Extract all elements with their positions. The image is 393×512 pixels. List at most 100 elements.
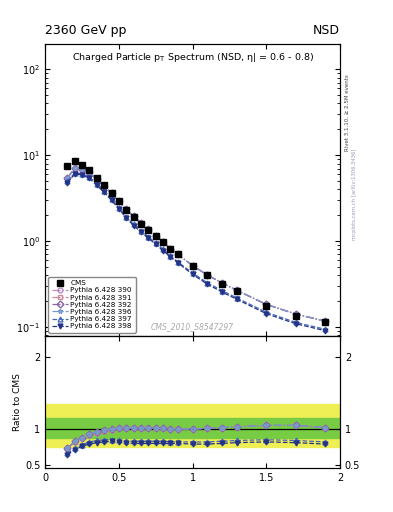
Pythia 6.428 390 xyxy=(293,311,298,317)
Pythia 6.428 391 xyxy=(80,166,84,173)
Text: Charged Particle $\mathregular{p_T}$ Spectrum (NSD, $\mathregular{\eta}$| = 0.6 : Charged Particle $\mathregular{p_T}$ Spe… xyxy=(72,51,314,64)
Pythia 6.428 391 xyxy=(176,251,180,258)
Pythia 6.428 396 xyxy=(116,198,121,204)
CMS xyxy=(94,175,99,181)
Pythia 6.428 391 xyxy=(146,226,151,232)
Pythia 6.428 398 xyxy=(102,189,107,196)
Pythia 6.428 398 xyxy=(116,206,121,212)
Pythia 6.428 392 xyxy=(205,272,210,278)
Pythia 6.428 397 xyxy=(264,309,269,315)
Pythia 6.428 392 xyxy=(220,280,224,286)
Pythia 6.428 396 xyxy=(323,318,328,324)
Pythia 6.428 392 xyxy=(323,318,328,324)
CMS xyxy=(139,221,143,227)
Pythia 6.428 398 xyxy=(264,311,269,317)
Pythia 6.428 398 xyxy=(161,247,165,253)
Pythia 6.428 398 xyxy=(139,229,143,235)
Pythia 6.428 392 xyxy=(139,220,143,226)
Text: CMS_2010_S8547297: CMS_2010_S8547297 xyxy=(151,322,234,331)
Pythia 6.428 398 xyxy=(94,182,99,188)
Text: NSD: NSD xyxy=(313,24,340,37)
Pythia 6.428 390 xyxy=(146,226,151,232)
Line: Pythia 6.428 391: Pythia 6.428 391 xyxy=(65,166,328,324)
Pythia 6.428 391 xyxy=(94,176,99,182)
Pythia 6.428 392 xyxy=(264,301,269,307)
Pythia 6.428 396 xyxy=(94,176,99,182)
Line: CMS: CMS xyxy=(64,158,328,325)
Pythia 6.428 391 xyxy=(293,311,298,317)
Pythia 6.428 391 xyxy=(323,318,328,324)
CMS xyxy=(293,313,298,319)
Pythia 6.428 396 xyxy=(109,190,114,197)
Pythia 6.428 390 xyxy=(190,263,195,269)
Pythia 6.428 392 xyxy=(234,287,239,293)
Pythia 6.428 397 xyxy=(161,246,165,252)
Pythia 6.428 397 xyxy=(65,178,70,184)
Pythia 6.428 398 xyxy=(109,197,114,203)
CMS xyxy=(161,239,165,245)
Pythia 6.428 391 xyxy=(153,232,158,239)
Legend: CMS, Pythia 6.428 390, Pythia 6.428 391, Pythia 6.428 392, Pythia 6.428 396, Pyt: CMS, Pythia 6.428 390, Pythia 6.428 391,… xyxy=(48,276,136,333)
Pythia 6.428 397 xyxy=(205,280,210,286)
Pythia 6.428 397 xyxy=(293,319,298,326)
Pythia 6.428 396 xyxy=(234,287,239,293)
Pythia 6.428 396 xyxy=(205,272,210,278)
Pythia 6.428 397 xyxy=(72,170,77,176)
CMS xyxy=(264,303,269,309)
Pythia 6.428 396 xyxy=(72,165,77,172)
Pythia 6.428 398 xyxy=(176,260,180,266)
Pythia 6.428 390 xyxy=(323,318,328,324)
Pythia 6.428 392 xyxy=(146,226,151,232)
CMS xyxy=(153,233,158,239)
CMS xyxy=(65,163,70,169)
Pythia 6.428 396 xyxy=(146,226,151,232)
Pythia 6.428 398 xyxy=(234,296,239,303)
Pythia 6.428 398 xyxy=(124,215,129,221)
Pythia 6.428 398 xyxy=(293,321,298,327)
CMS xyxy=(87,166,92,173)
Pythia 6.428 398 xyxy=(65,180,70,186)
Pythia 6.428 390 xyxy=(220,280,224,286)
Pythia 6.428 392 xyxy=(102,183,107,189)
Pythia 6.428 391 xyxy=(168,245,173,251)
Pythia 6.428 397 xyxy=(109,196,114,202)
Line: Pythia 6.428 398: Pythia 6.428 398 xyxy=(65,172,328,333)
Pythia 6.428 391 xyxy=(72,165,77,172)
Pythia 6.428 391 xyxy=(161,239,165,245)
Pythia 6.428 396 xyxy=(131,214,136,220)
Pythia 6.428 397 xyxy=(87,174,92,180)
CMS xyxy=(190,263,195,269)
Pythia 6.428 396 xyxy=(65,175,70,181)
Pythia 6.428 396 xyxy=(293,311,298,317)
Pythia 6.428 390 xyxy=(109,190,114,197)
Pythia 6.428 391 xyxy=(264,301,269,307)
Pythia 6.428 398 xyxy=(190,271,195,278)
Pythia 6.428 397 xyxy=(146,234,151,240)
Pythia 6.428 397 xyxy=(234,295,239,301)
Pythia 6.428 391 xyxy=(139,220,143,226)
Pythia 6.428 397 xyxy=(94,181,99,187)
Pythia 6.428 391 xyxy=(65,175,70,181)
Y-axis label: Ratio to CMS: Ratio to CMS xyxy=(13,373,22,431)
Pythia 6.428 397 xyxy=(139,227,143,233)
Pythia 6.428 390 xyxy=(153,232,158,239)
Pythia 6.428 390 xyxy=(124,206,129,212)
CMS xyxy=(72,158,77,164)
Pythia 6.428 390 xyxy=(264,301,269,307)
Pythia 6.428 391 xyxy=(116,198,121,204)
CMS xyxy=(234,288,239,294)
Pythia 6.428 392 xyxy=(80,166,84,173)
Pythia 6.428 392 xyxy=(124,206,129,212)
Pythia 6.428 398 xyxy=(153,241,158,247)
Bar xyxy=(45,418,340,438)
Pythia 6.428 392 xyxy=(109,190,114,197)
Pythia 6.428 392 xyxy=(168,245,173,251)
CMS xyxy=(205,272,210,279)
Pythia 6.428 392 xyxy=(190,263,195,269)
CMS xyxy=(220,281,224,287)
Pythia 6.428 397 xyxy=(153,240,158,246)
Pythia 6.428 392 xyxy=(161,239,165,245)
Pythia 6.428 390 xyxy=(176,251,180,258)
Pythia 6.428 396 xyxy=(176,251,180,258)
Pythia 6.428 396 xyxy=(102,183,107,189)
